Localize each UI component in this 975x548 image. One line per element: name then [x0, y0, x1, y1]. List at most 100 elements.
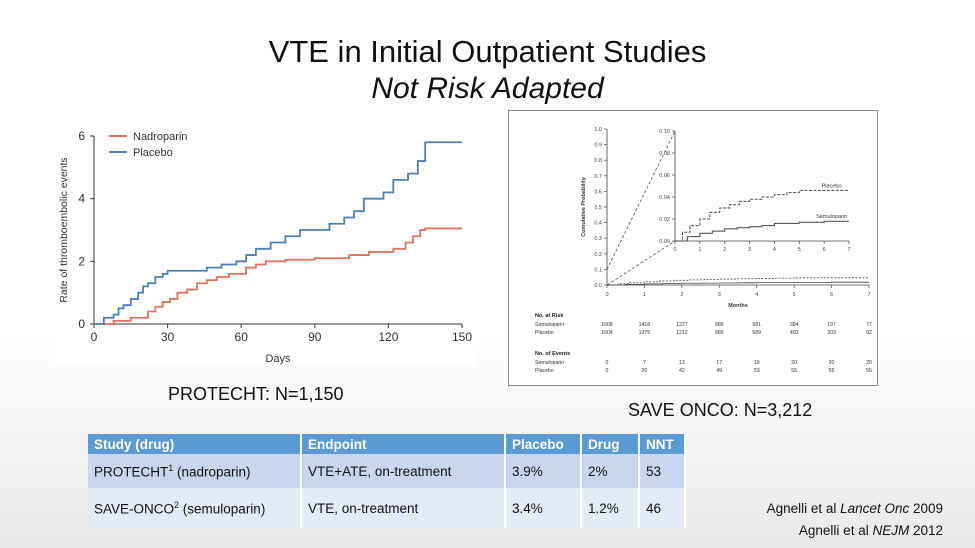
reference-2: Agnelli et al NEJM 2012 — [798, 523, 943, 538]
inset-y-tick-label: 0.00 — [659, 239, 670, 245]
y-tick-label: 0.3 — [594, 236, 602, 242]
main-line-placebo — [607, 277, 869, 286]
inset-line-placebo — [675, 189, 849, 242]
y-tick-label: 0.0 — [594, 283, 602, 289]
protecht-chart-panel: 0 30 60 90 120 150 0 2 4 6 Days Rate of thromboembo… — [55, 118, 475, 366]
inset-y-tick-label: 0.10 — [659, 129, 670, 135]
save-onco-caption: SAVE ONCO: N=3,212 — [628, 400, 813, 420]
y-tick-label: 0.4 — [594, 221, 602, 227]
cell-drug: 2% — [581, 454, 640, 488]
x-tick-label: 0 — [91, 330, 98, 344]
header-study: Study (drug) — [88, 434, 302, 454]
x-tick-label: 6 — [830, 292, 833, 298]
at-risk-value: 403 — [790, 330, 799, 336]
series-line-placebo — [94, 141, 462, 325]
at-risk-value: 92 — [866, 330, 872, 336]
at-risk-value: 986 — [715, 322, 724, 328]
legend-label-nadroparin: Nadroparin — [133, 131, 187, 143]
x-tick-label: 3 — [718, 292, 721, 298]
y-tick-label: 6 — [78, 129, 85, 143]
at-risk-title: No. at Risk — [535, 313, 564, 319]
at-risk-value: 1375 — [639, 330, 651, 336]
x-tick-label: 90 — [308, 330, 322, 344]
references: Agnelli et al Lancet Onc 2009 Agnelli et… — [767, 498, 943, 542]
cell-endpoint: VTE+ATE, on-treatment — [301, 454, 506, 488]
table-row: SAVE-ONCO2 (semuloparin) VTE, on-treatme… — [88, 488, 686, 528]
x-tick-label: 60 — [235, 330, 249, 344]
at-risk-value: 1418 — [639, 322, 651, 328]
x-tick-label: 1 — [643, 292, 646, 298]
at-risk-row-label: Placebo — [535, 330, 554, 336]
events-value: 7 — [643, 360, 646, 366]
inset-y-tick-label: 0.06 — [659, 173, 670, 179]
header-placebo: Placebo — [505, 434, 582, 454]
main-line-semuloparin — [607, 281, 869, 286]
at-risk-value: 197 — [827, 322, 836, 328]
inset-x-tick-label: 4 — [773, 247, 776, 253]
inset-y-tick-label: 0.02 — [659, 217, 670, 223]
events-value: 55 — [829, 368, 835, 374]
results-table: Study (drug) Endpoint Placebo Drug NNT P… — [88, 434, 686, 528]
events-title: No. of Events — [535, 351, 570, 357]
y-tick-label: 0.9 — [594, 143, 602, 149]
save-onco-chart-panel: 0 1 2 3 4 5 6 7 0.0 0.1 0.2 0.3 0.4 0.5 0.6 0.7 0.8 0.9 1.… — [508, 110, 878, 386]
events-row-label: Semuloparin — [535, 360, 564, 366]
cell-placebo: 3.9% — [505, 454, 582, 488]
inset-y-tick-label: 0.04 — [659, 195, 670, 201]
slide-subtitle: Not Risk Adapted — [371, 72, 604, 105]
y-tick-label: 0 — [78, 317, 85, 331]
y-tick-label: 0.5 — [594, 205, 602, 211]
at-risk-value: 77 — [866, 322, 872, 328]
inset-x-tick-label: 5 — [798, 247, 801, 253]
y-tick-label: 0.2 — [594, 252, 602, 258]
events-value: 49 — [716, 368, 722, 374]
at-risk-row-label: Semuloparin — [535, 322, 564, 328]
events-value: 42 — [679, 368, 685, 374]
header-drug: Drug — [581, 434, 640, 454]
at-risk-value: 1212 — [676, 330, 688, 336]
x-tick-label: 2 — [680, 292, 683, 298]
events-value: 0 — [606, 368, 609, 374]
inset-y-tick-label: 0.08 — [659, 151, 670, 157]
inset-zoom-line — [606, 240, 676, 286]
events-value: 20 — [829, 360, 835, 366]
at-risk-value: 985 — [715, 330, 724, 336]
cell-study: SAVE-ONCO2 (semuloparin) — [88, 488, 302, 528]
y-tick-label: 0.6 — [594, 189, 602, 195]
series-line-nadroparin — [94, 227, 462, 325]
events-value: 53 — [754, 368, 760, 374]
x-tick-label: 0 — [605, 292, 608, 298]
events-value: 19 — [754, 360, 760, 366]
at-risk-value: 384 — [790, 322, 799, 328]
inset-x-tick-label: 0 — [673, 247, 676, 253]
at-risk-value: 1608 — [601, 322, 613, 328]
x-tick-label: 7 — [867, 292, 870, 298]
save-onco-chart: 0 1 2 3 4 5 6 7 0.0 0.1 0.2 0.3 0.4 0.5 0.6 0.7 0.8 0.9 1.… — [535, 127, 872, 374]
table-row: PROTECHT1 (nadroparin) VTE+ATE, on-treat… — [88, 454, 686, 488]
cell-nnt: 53 — [639, 454, 686, 488]
header-nnt: NNT — [639, 434, 686, 454]
at-risk-value: 203 — [827, 330, 836, 336]
x-tick-label: 30 — [161, 330, 175, 344]
inset-x-tick-label: 3 — [748, 247, 751, 253]
x-axis-label: Months — [728, 303, 748, 309]
inset-x-tick-label: 2 — [723, 247, 726, 253]
protecht-chart: 0 30 60 90 120 150 0 2 4 6 Days Rate of thromboembo… — [58, 129, 472, 365]
inset-series-label-placebo: Placebo — [822, 183, 842, 189]
cell-placebo: 3.4% — [505, 488, 582, 528]
at-risk-value: 689 — [752, 330, 761, 336]
y-tick-label: 0.1 — [594, 267, 602, 273]
events-value: 17 — [716, 360, 722, 366]
y-axis-label: Rate of thromboembolic events — [58, 157, 70, 302]
y-tick-label: 0.7 — [594, 174, 602, 180]
events-value: 26 — [642, 368, 648, 374]
x-tick-label: 4 — [755, 292, 758, 298]
x-tick-label: 150 — [452, 330, 472, 344]
inset-x-tick-label: 6 — [823, 247, 826, 253]
slide-title: VTE in Initial Outpatient Studies — [268, 34, 707, 69]
inset-zoom-line — [606, 130, 676, 270]
x-tick-label: 5 — [793, 292, 796, 298]
at-risk-value: 1604 — [601, 330, 613, 336]
events-value: 55 — [791, 368, 797, 374]
events-value: 13 — [679, 360, 685, 366]
